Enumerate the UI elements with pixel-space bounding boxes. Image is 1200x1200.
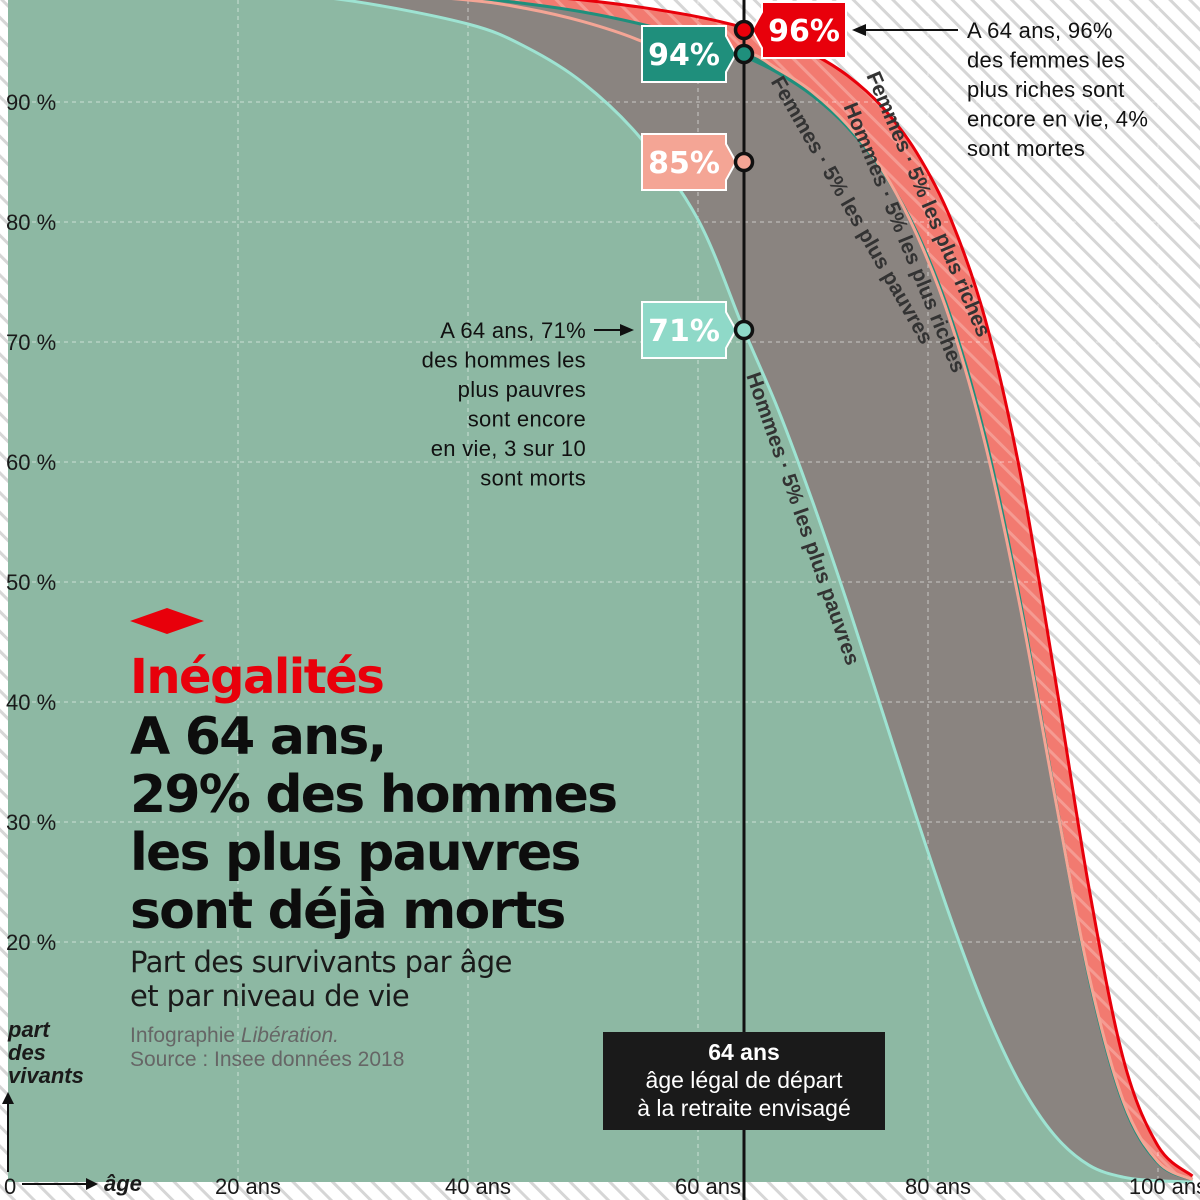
x-axis-label: âge	[104, 1171, 142, 1196]
x-tick-label: 60 ans	[675, 1174, 741, 1199]
y-tick-label: 70 %	[6, 330, 56, 355]
survival-areas	[8, 0, 1193, 1182]
x-tick-label: 100 ans	[1129, 1174, 1200, 1199]
annotation-poor-arrowhead	[620, 324, 634, 336]
survival-curves	[333, 0, 1194, 1184]
callout-dot-3	[733, 319, 755, 341]
x-tick-label: 80 ans	[905, 1174, 971, 1199]
y-axis-label-line2: des	[8, 1040, 46, 1065]
annotation-poor-line: plus pauvres	[458, 377, 586, 402]
y-tick-label: 80 %	[6, 210, 56, 235]
annotation-poor-line: en vie, 3 sur 10	[431, 436, 586, 461]
source: Source : Insee données 2018	[130, 1048, 404, 1071]
credit-prefix: Infographie	[130, 1024, 241, 1047]
callout-dot-2	[733, 151, 755, 173]
credit: Infographie Libération.	[130, 1024, 339, 1047]
subtitle-line2: et par niveau de vie	[130, 979, 409, 1013]
line-femmes-riches	[567, 0, 1194, 1178]
y-tick-label: 90 %	[6, 90, 56, 115]
annotation-rich-line: encore en vie, 4%	[967, 107, 1148, 132]
callout-box-0	[750, 1, 847, 59]
kicker: Inégalités	[130, 649, 383, 705]
callout-box-1	[641, 25, 738, 83]
subtitle-line1: Part des survivants par âge	[130, 945, 512, 979]
callout-box-3	[641, 301, 738, 359]
x-tick-label: 40 ans	[445, 1174, 511, 1199]
x-tick-label: 20 ans	[215, 1174, 281, 1199]
annotation-poor-line: sont encore	[468, 407, 586, 432]
axis-arrows	[2, 1092, 98, 1190]
y-tick-label: 50 %	[6, 570, 56, 595]
callout-value-2: 85%	[648, 146, 720, 181]
marker-label-line2: à la retraite envisagé	[637, 1095, 851, 1121]
value-callouts: 96% 94% 85% 71%	[641, 1, 847, 359]
marker-label-line1: âge légal de départ	[646, 1067, 844, 1093]
headline-line3: les plus pauvres	[130, 823, 580, 883]
annotation-poor-line: des hommes les	[422, 348, 586, 373]
annotation-rich-line: A 64 ans, 96%	[967, 18, 1113, 43]
headline-line4: sont déjà morts	[130, 881, 565, 941]
marker-label-box	[603, 1032, 885, 1130]
annotations: A 64 ans, 96% des femmes les plus riches s…	[422, 18, 1148, 491]
y-tick-label: 60 %	[6, 450, 56, 475]
x-tick-label: 0	[4, 1174, 16, 1199]
annotation-rich-line: des femmes les	[967, 48, 1125, 73]
annotation-poor-line: A 64 ans, 71%	[440, 318, 586, 343]
line-hommes-pauvres	[333, 0, 1193, 1184]
marker-label-bold: 64 ans	[708, 1039, 780, 1065]
callout-value-3: 71%	[648, 314, 720, 349]
y-axis-label-line3: vivants	[8, 1063, 84, 1088]
x-axis-arrowhead	[86, 1178, 98, 1190]
kicker-diamond-icon	[130, 608, 204, 634]
y-tick-label: 40 %	[6, 690, 56, 715]
callout-dot-0	[733, 19, 755, 41]
headline-line2: 29% des hommes	[130, 765, 616, 825]
credit-brand: Libération.	[241, 1024, 339, 1047]
y-axis-arrowhead	[2, 1092, 14, 1104]
line-femmes-pauvres	[451, 0, 1194, 1181]
annotation-rich-line: plus riches sont	[967, 77, 1125, 102]
annotation-rich-line: sont mortes	[967, 136, 1085, 161]
y-tick-label: 30 %	[6, 810, 56, 835]
y-axis-label-line1: part	[7, 1017, 51, 1042]
y-tick-labels: 20 % 30 % 40 % 50 % 60 % 70 % 80 % 90 %	[6, 90, 56, 955]
callout-value-1: 94%	[648, 38, 720, 73]
annotation-poor-line: sont morts	[480, 466, 586, 491]
headline-line1: A 64 ans,	[130, 707, 385, 767]
y-tick-label: 20 %	[6, 930, 56, 955]
callout-dot-1	[733, 43, 755, 65]
x-tick-labels: 0 20 ans 40 ans 60 ans 80 ans 100 ans	[4, 1174, 1200, 1199]
callout-value-0: 96%	[768, 14, 840, 49]
callout-box-2	[641, 133, 738, 191]
area-hommes-pauvres	[8, 0, 1193, 1182]
annotation-rich-arrowhead	[852, 24, 866, 36]
